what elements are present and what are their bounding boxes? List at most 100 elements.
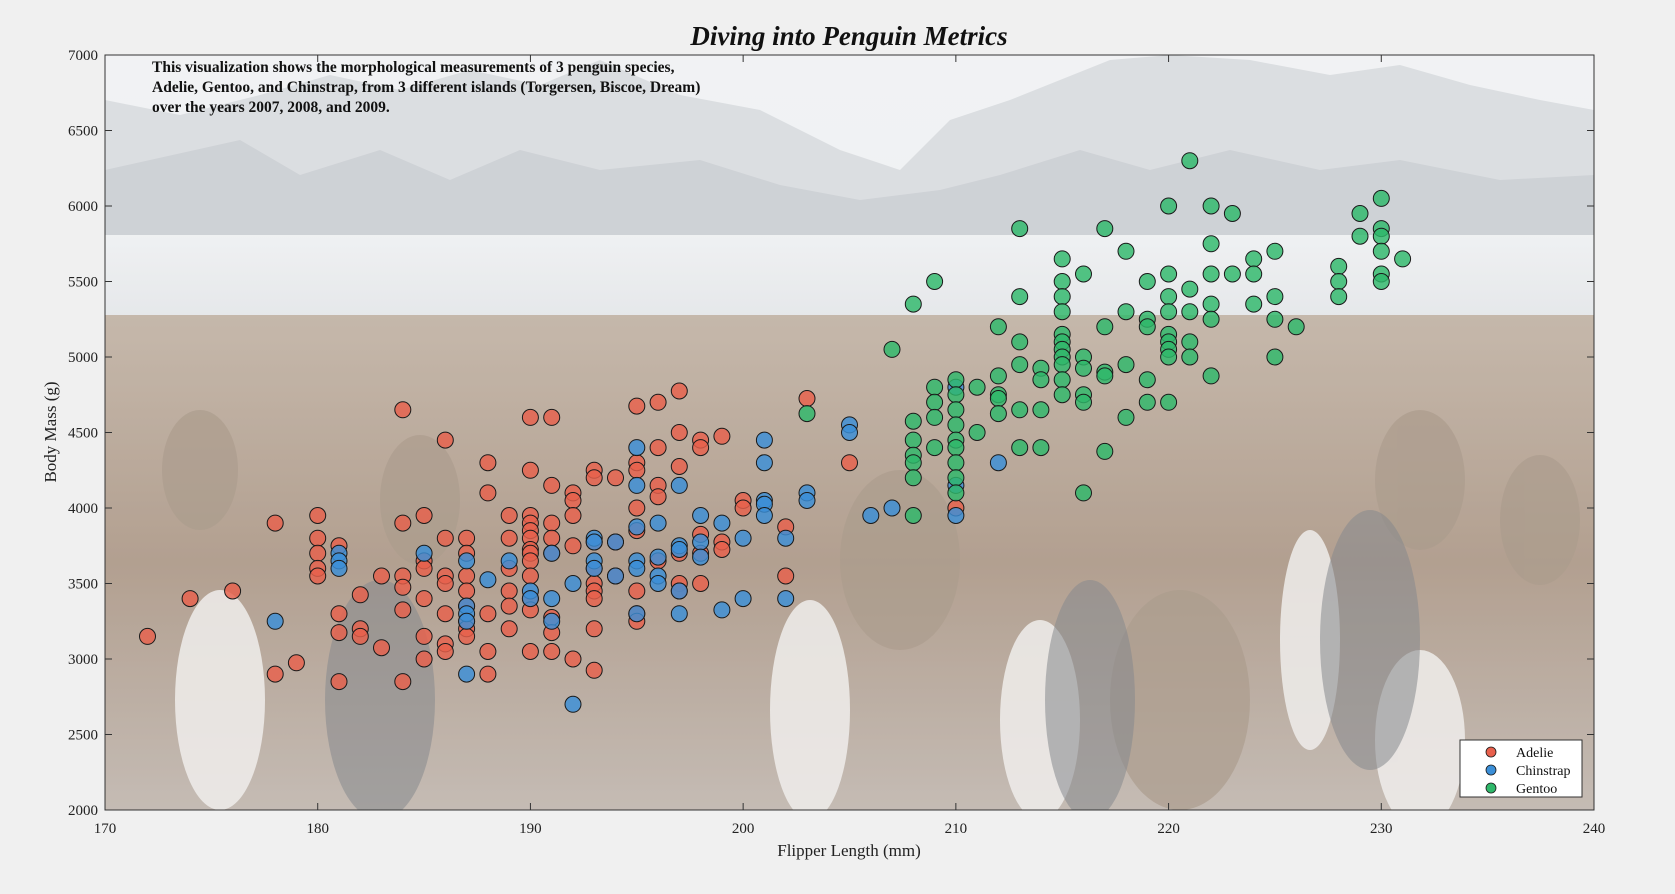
point-adelie xyxy=(436,529,454,547)
point-adelie xyxy=(373,639,390,657)
point-gentoo xyxy=(1075,393,1092,411)
point-gentoo xyxy=(1160,288,1178,306)
point-adelie xyxy=(564,537,582,555)
point-gentoo xyxy=(904,469,922,487)
point-adelie xyxy=(500,620,518,638)
point-gentoo xyxy=(1160,303,1178,321)
point-gentoo xyxy=(1096,220,1114,238)
y-tick-label: 3500 xyxy=(68,577,98,593)
point-adelie xyxy=(521,643,539,660)
point-gentoo xyxy=(1181,303,1199,321)
point-chinstrap xyxy=(564,695,582,713)
y-tick-label: 4500 xyxy=(68,426,98,442)
point-gentoo xyxy=(1138,318,1156,336)
point-chinstrap xyxy=(777,590,795,608)
point-chinstrap xyxy=(670,541,688,558)
y-tick-label: 5500 xyxy=(68,275,98,291)
point-adelie xyxy=(415,507,433,524)
point-adelie xyxy=(841,454,858,472)
point-adelie xyxy=(330,624,348,642)
point-adelie xyxy=(266,514,284,532)
point-adelie xyxy=(734,499,752,517)
point-adelie xyxy=(500,529,518,547)
point-chinstrap xyxy=(564,575,582,592)
point-gentoo xyxy=(1266,288,1284,306)
point-adelie xyxy=(330,605,348,623)
point-gentoo xyxy=(1011,220,1029,238)
point-adelie xyxy=(330,673,348,691)
point-adelie xyxy=(692,439,710,457)
point-adelie xyxy=(458,529,476,547)
point-gentoo xyxy=(1351,227,1369,245)
point-chinstrap xyxy=(692,507,710,524)
point-adelie xyxy=(670,382,688,400)
point-adelie xyxy=(500,582,518,600)
point-chinstrap xyxy=(649,514,667,532)
legend-marker-gentoo xyxy=(1485,782,1497,794)
point-chinstrap xyxy=(670,605,688,623)
point-gentoo xyxy=(1394,250,1412,268)
point-chinstrap xyxy=(841,424,858,441)
point-gentoo xyxy=(1372,242,1390,260)
point-gentoo xyxy=(1117,242,1135,260)
point-adelie xyxy=(692,575,710,592)
annotation-line-1: This visualization shows the morphologic… xyxy=(152,59,675,76)
point-chinstrap xyxy=(628,605,646,623)
point-adelie xyxy=(436,431,454,449)
point-gentoo xyxy=(1075,265,1092,283)
point-adelie xyxy=(649,488,667,506)
point-gentoo xyxy=(1075,484,1092,502)
point-adelie xyxy=(628,499,646,517)
point-adelie xyxy=(458,627,476,645)
point-chinstrap xyxy=(607,567,624,585)
point-gentoo xyxy=(1053,250,1071,268)
point-gentoo xyxy=(1053,356,1071,374)
point-adelie xyxy=(500,507,518,524)
point-gentoo xyxy=(947,401,965,419)
point-adelie xyxy=(394,601,412,619)
point-adelie xyxy=(543,476,561,494)
point-gentoo xyxy=(926,393,944,411)
point-chinstrap xyxy=(862,507,880,524)
point-adelie xyxy=(585,620,603,638)
point-gentoo xyxy=(904,454,922,472)
point-adelie xyxy=(713,541,731,558)
point-gentoo xyxy=(1181,348,1199,366)
point-adelie xyxy=(394,578,412,596)
point-gentoo xyxy=(1351,205,1369,222)
point-chinstrap xyxy=(479,571,497,589)
point-gentoo xyxy=(1160,265,1178,283)
point-gentoo xyxy=(1330,273,1348,290)
point-adelie xyxy=(543,529,561,547)
y-tick-label: 7000 xyxy=(68,48,98,64)
point-chinstrap xyxy=(330,559,348,577)
point-gentoo xyxy=(1181,280,1199,298)
point-adelie xyxy=(458,582,476,600)
point-gentoo xyxy=(798,405,816,423)
point-adelie xyxy=(585,661,603,679)
point-gentoo xyxy=(1372,227,1390,245)
point-gentoo xyxy=(1372,273,1390,290)
point-adelie xyxy=(564,650,582,668)
x-tick-label: 230 xyxy=(1370,821,1393,837)
legend-box xyxy=(1459,739,1583,798)
point-chinstrap xyxy=(628,518,646,536)
point-chinstrap xyxy=(883,499,901,517)
point-gentoo xyxy=(904,507,922,524)
point-gentoo xyxy=(1223,265,1241,283)
point-adelie xyxy=(394,673,412,691)
legend: Adelie Chinstrap Gentoo xyxy=(1459,739,1583,798)
point-gentoo xyxy=(1053,273,1071,290)
x-tick-label: 210 xyxy=(945,821,968,837)
point-gentoo xyxy=(1266,242,1284,260)
point-gentoo xyxy=(926,378,944,396)
point-gentoo xyxy=(947,439,965,457)
point-adelie xyxy=(777,567,795,585)
point-chinstrap xyxy=(734,590,752,608)
point-gentoo xyxy=(904,431,922,449)
point-chinstrap xyxy=(628,476,646,494)
point-gentoo xyxy=(1160,393,1178,411)
point-gentoo xyxy=(1053,303,1071,321)
point-adelie xyxy=(287,654,305,672)
y-tick-label: 2500 xyxy=(68,728,98,744)
